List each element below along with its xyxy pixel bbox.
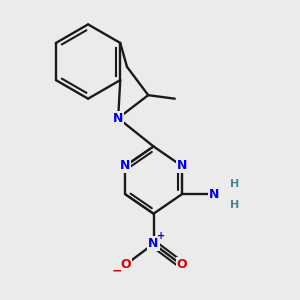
Text: N: N bbox=[113, 112, 123, 125]
Text: +: + bbox=[157, 231, 165, 241]
Text: N: N bbox=[208, 188, 219, 201]
Text: H: H bbox=[230, 178, 239, 189]
Text: N: N bbox=[120, 159, 130, 172]
Text: N: N bbox=[148, 237, 159, 250]
Text: O: O bbox=[120, 259, 130, 272]
Text: N: N bbox=[177, 159, 187, 172]
Text: H: H bbox=[230, 200, 239, 210]
Text: O: O bbox=[176, 259, 187, 272]
Text: −: − bbox=[112, 265, 123, 278]
